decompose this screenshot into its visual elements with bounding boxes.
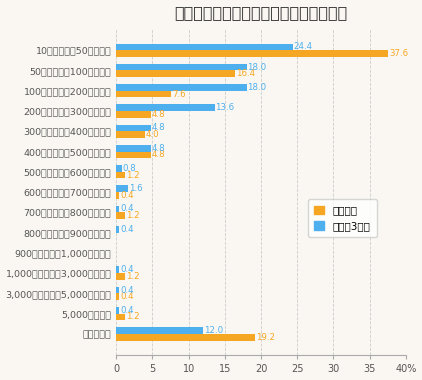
Bar: [116, 226, 119, 233]
Text: 18.0: 18.0: [247, 83, 266, 92]
Legend: 新社会人, 社会人3年目: 新社会人, 社会人3年目: [308, 200, 377, 237]
Text: 0.4: 0.4: [120, 265, 133, 274]
Text: 4.8: 4.8: [152, 110, 165, 119]
Bar: [116, 172, 125, 179]
Text: 4.8: 4.8: [152, 124, 165, 132]
Text: 16.4: 16.4: [236, 69, 255, 78]
Text: 1.6: 1.6: [129, 184, 142, 193]
Bar: [116, 307, 119, 314]
Bar: [116, 50, 388, 57]
Bar: [116, 91, 171, 97]
Bar: [116, 104, 215, 111]
Bar: [116, 293, 119, 300]
Text: 0.8: 0.8: [123, 164, 136, 173]
Bar: [116, 44, 293, 50]
Text: 0.4: 0.4: [120, 204, 133, 214]
Text: 1.2: 1.2: [126, 171, 139, 180]
Bar: [116, 206, 119, 212]
Text: 37.6: 37.6: [389, 49, 408, 58]
Text: 18.0: 18.0: [247, 63, 266, 71]
Bar: [116, 111, 151, 118]
Bar: [116, 314, 125, 320]
Text: 1.2: 1.2: [126, 272, 139, 281]
Bar: [116, 273, 125, 280]
Text: 0.4: 0.4: [120, 306, 133, 315]
Bar: [116, 152, 151, 158]
Bar: [116, 212, 125, 219]
Text: 13.6: 13.6: [216, 103, 235, 112]
Bar: [116, 185, 128, 192]
Bar: [116, 64, 246, 70]
Text: 0.4: 0.4: [120, 292, 133, 301]
Bar: [116, 327, 203, 334]
Text: 4.8: 4.8: [152, 144, 165, 153]
Bar: [116, 192, 119, 199]
Text: 4.0: 4.0: [146, 130, 160, 139]
Text: 0.4: 0.4: [120, 191, 133, 200]
Bar: [116, 125, 151, 131]
Text: 0.4: 0.4: [120, 225, 133, 234]
Bar: [116, 165, 122, 172]
Bar: [116, 70, 235, 77]
Text: 12.0: 12.0: [204, 326, 223, 335]
Text: 19.2: 19.2: [256, 333, 275, 342]
Text: 4.8: 4.8: [152, 150, 165, 159]
Bar: [116, 266, 119, 273]
Text: 0.4: 0.4: [120, 285, 133, 294]
Bar: [116, 131, 145, 138]
Bar: [116, 145, 151, 152]
Text: 1.2: 1.2: [126, 312, 139, 321]
Text: 24.4: 24.4: [294, 42, 313, 51]
Title: 【比較】現在の貯金額をお答えください: 【比較】現在の貯金額をお答えください: [174, 6, 348, 21]
Bar: [116, 84, 246, 91]
Bar: [116, 334, 255, 340]
Text: 7.6: 7.6: [172, 90, 186, 98]
Bar: [116, 287, 119, 293]
Text: 1.2: 1.2: [126, 211, 139, 220]
